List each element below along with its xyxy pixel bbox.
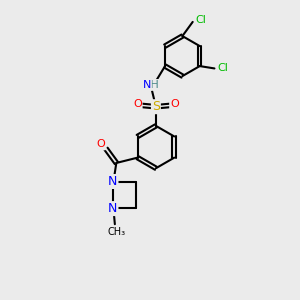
Text: O: O: [133, 99, 142, 109]
Text: N: N: [142, 80, 151, 90]
Text: Cl: Cl: [196, 15, 206, 26]
Text: O: O: [170, 99, 179, 109]
Text: NH: NH: [143, 80, 160, 90]
Text: S: S: [152, 100, 160, 113]
Text: N: N: [108, 175, 118, 188]
Text: Cl: Cl: [217, 63, 228, 74]
Text: N: N: [108, 202, 118, 215]
Text: O: O: [96, 140, 105, 149]
Text: CH₃: CH₃: [107, 227, 125, 237]
